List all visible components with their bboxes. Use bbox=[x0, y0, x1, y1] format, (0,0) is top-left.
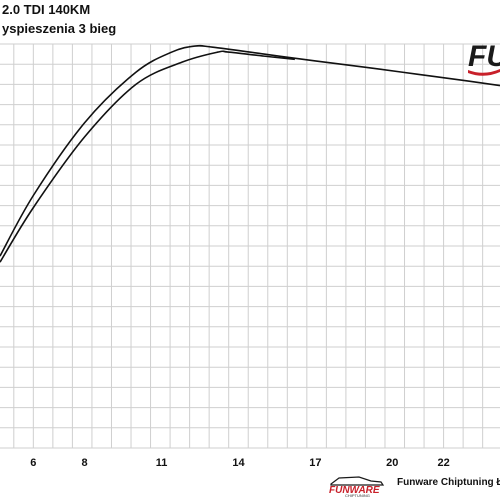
x-tick-label: 11 bbox=[156, 457, 168, 469]
car-silhouette-icon bbox=[330, 476, 385, 486]
x-tick-label: 8 bbox=[82, 457, 88, 469]
logo-swoosh-icon bbox=[468, 69, 500, 76]
x-tick-label: 14 bbox=[232, 457, 245, 469]
x-tick-label: 17 bbox=[309, 457, 321, 469]
series-layer bbox=[0, 44, 500, 263]
footer-brand-logo: FUNWARE CHIPTUNING bbox=[329, 476, 385, 498]
footer-company-text: Funware Chiptuning Łódź bbox=[397, 477, 500, 488]
brand-logo-text: FU bbox=[468, 40, 500, 73]
brand-logo: FU bbox=[468, 40, 500, 76]
x-tick-label: 22 bbox=[437, 457, 449, 469]
x-axis-ticks: 6 8 11 14 17 20 22 bbox=[30, 457, 449, 469]
chart-title: 2.0 TDI 140KM bbox=[2, 2, 91, 17]
footer-brand-text: FUNWARE bbox=[329, 485, 380, 496]
x-tick-label: 20 bbox=[386, 457, 398, 469]
series-line-1 bbox=[0, 44, 500, 257]
series-line-2 bbox=[0, 50, 295, 263]
x-tick-label: 6 bbox=[30, 457, 36, 469]
footer-brand-sub: CHIPTUNING bbox=[345, 493, 370, 498]
chart-grid bbox=[0, 43, 500, 449]
chart-subtitle: yspieszenia 3 bieg bbox=[2, 21, 117, 36]
